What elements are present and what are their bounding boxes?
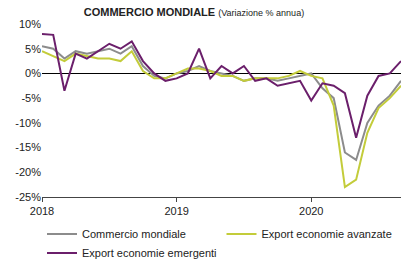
svg-text:Export economie avanzate: Export economie avanzate bbox=[262, 228, 392, 240]
svg-text:5%: 5% bbox=[25, 43, 41, 55]
svg-text:-5%: -5% bbox=[21, 92, 41, 104]
svg-text:0%: 0% bbox=[25, 67, 41, 79]
svg-text:-15%: -15% bbox=[15, 141, 41, 153]
svg-text:10%: 10% bbox=[19, 18, 41, 30]
svg-text:-20%: -20% bbox=[15, 166, 41, 178]
svg-text:COMMERCIO MONDIALE (Variazione: COMMERCIO MONDIALE (Variazione % annua) bbox=[84, 6, 304, 18]
svg-text:-25%: -25% bbox=[15, 191, 41, 203]
svg-text:2019: 2019 bbox=[164, 205, 188, 217]
svg-text:2018: 2018 bbox=[30, 205, 54, 217]
svg-text:Export economie emergenti: Export economie emergenti bbox=[82, 247, 217, 259]
svg-text:Commercio mondiale: Commercio mondiale bbox=[82, 228, 186, 240]
svg-text:-10%: -10% bbox=[15, 117, 41, 129]
svg-text:2020: 2020 bbox=[299, 205, 323, 217]
